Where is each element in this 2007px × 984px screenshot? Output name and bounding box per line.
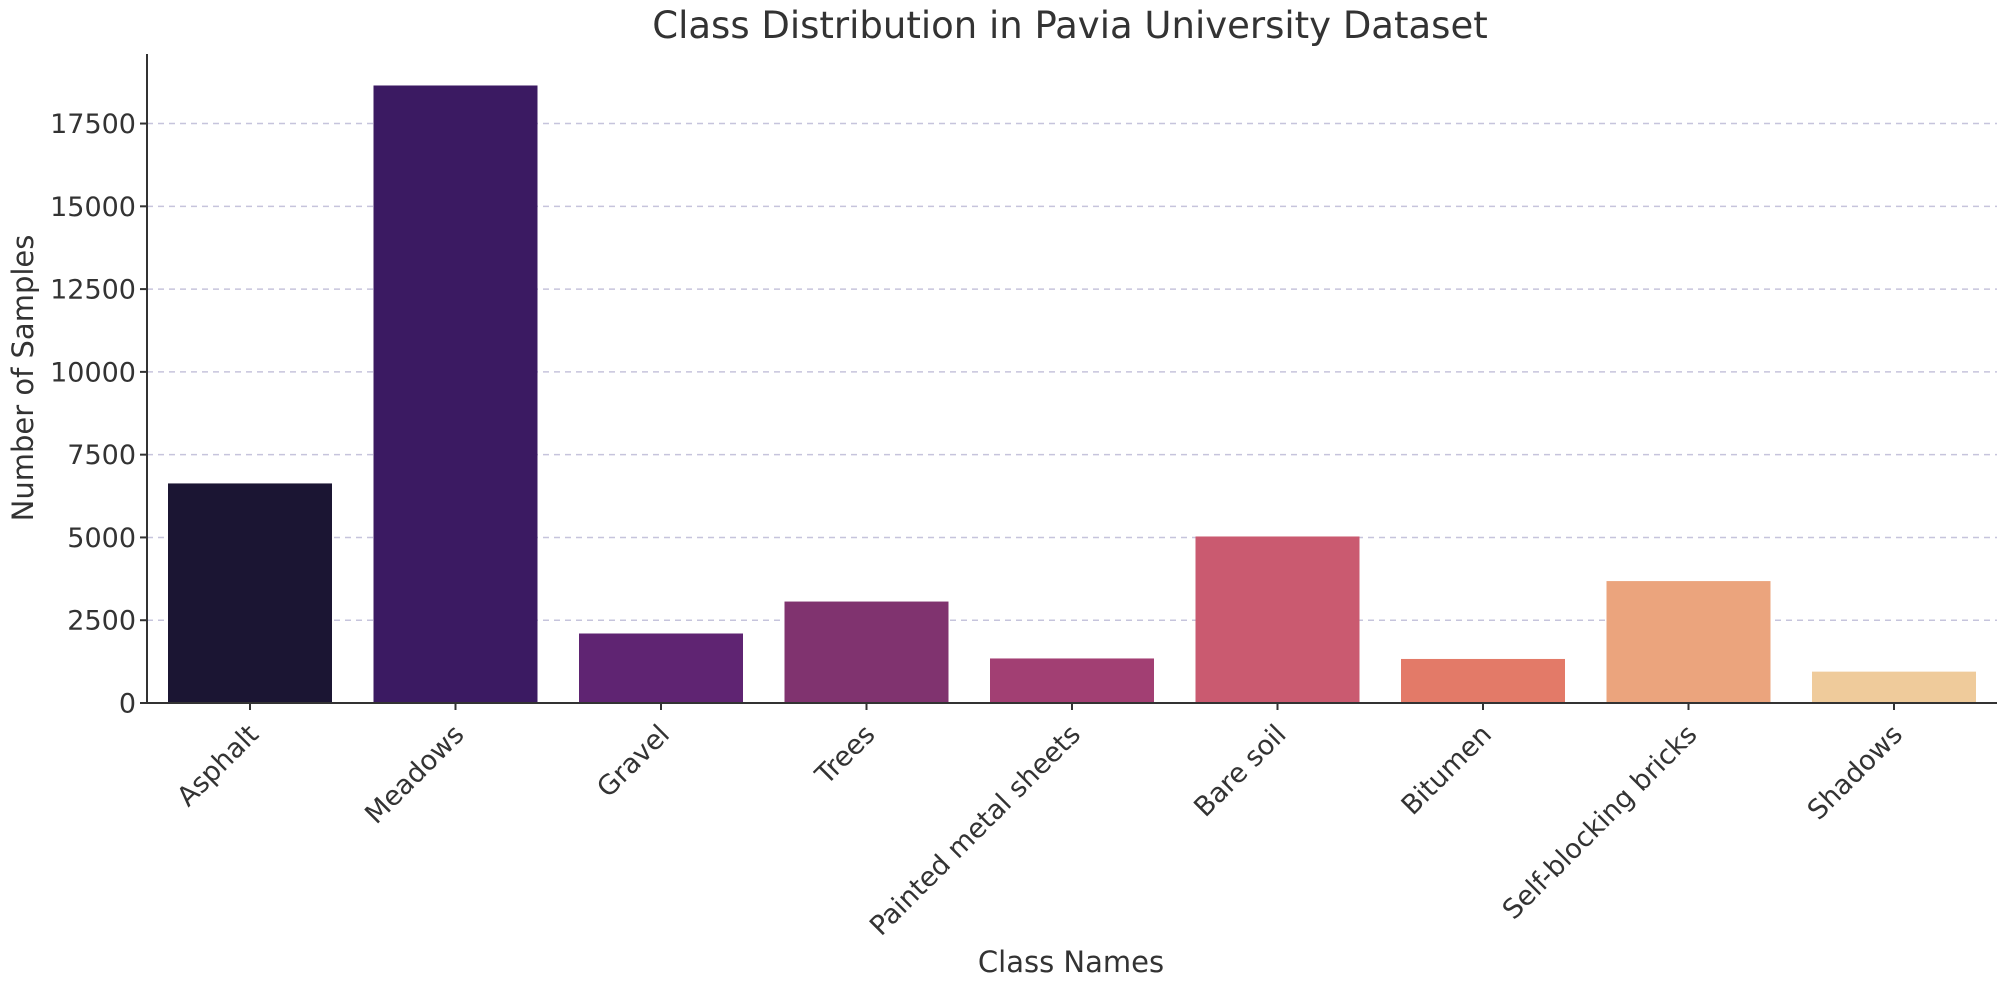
x-tick-label: Gravel xyxy=(591,719,676,804)
y-tick-label: 5000 xyxy=(67,523,136,554)
y-tick-label: 12500 xyxy=(50,275,136,306)
bar-self-blocking-bricks xyxy=(1606,581,1771,703)
y-tick-label: 2500 xyxy=(67,606,136,637)
chart-title: Class Distribution in Pavia University D… xyxy=(652,4,1487,47)
x-tick-label: Shadows xyxy=(1802,719,1909,826)
y-axis-label: Number of Samples xyxy=(6,235,40,522)
bar-gravel xyxy=(579,633,743,703)
y-tick-label: 17500 xyxy=(50,109,136,140)
y-tick-label: 10000 xyxy=(50,357,136,388)
x-tick-label: Painted metal sheets xyxy=(864,719,1087,942)
bars xyxy=(168,85,1976,703)
y-ticks: 0 2500 5000 7500 10000 12500 15000 17500 xyxy=(50,109,147,720)
bar-trees xyxy=(784,601,949,703)
bar-meadows xyxy=(373,85,538,703)
bar-asphalt xyxy=(168,483,332,703)
bar-shadows xyxy=(1812,671,1976,703)
y-tick-label: 15000 xyxy=(50,192,136,223)
x-tick-label: Trees xyxy=(809,719,881,791)
bar-painted-metal-sheets xyxy=(990,658,1154,703)
y-tick-label: 0 xyxy=(119,689,136,720)
x-tick-label: Meadows xyxy=(359,719,470,830)
y-tick-label: 7500 xyxy=(67,440,136,471)
x-tick-label: Bitumen xyxy=(1396,719,1498,821)
x-tick-label: Self-blocking bricks xyxy=(1497,719,1704,926)
x-tick-label: Bare soil xyxy=(1188,719,1292,823)
bar-bitumen xyxy=(1401,658,1565,703)
bar-bare-soil xyxy=(1195,536,1360,703)
x-axis-label: Class Names xyxy=(978,945,1164,979)
x-tick-label: Asphalt xyxy=(171,719,265,813)
